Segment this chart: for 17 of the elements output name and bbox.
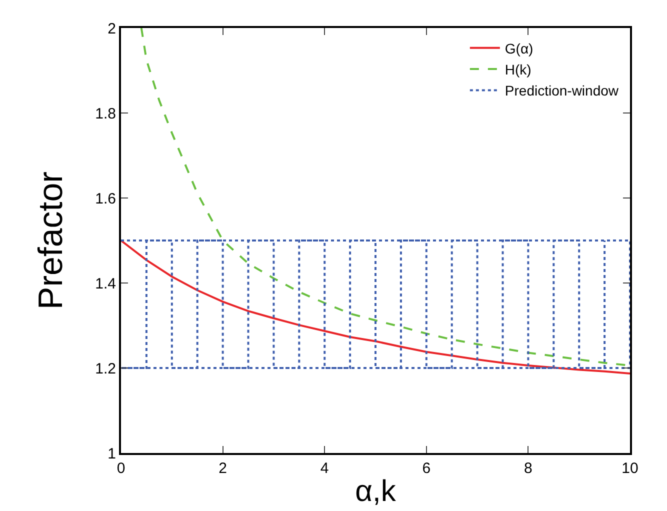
y-tick-label: 1.8	[95, 105, 116, 122]
x-tick-label: 6	[422, 460, 431, 477]
x-axis-title: α,k	[355, 475, 397, 508]
legend-label: Prediction-window	[504, 82, 620, 99]
x-tick-label: 8	[524, 460, 532, 477]
x-tick-label: 2	[218, 460, 227, 477]
y-tick-label: 1.6	[95, 190, 116, 208]
y-tick-label: 2	[108, 20, 116, 38]
x-tick-label: 10	[622, 460, 638, 477]
legend-label: H(k)	[504, 62, 532, 78]
y-tick-label: 1.4	[95, 275, 116, 292]
y-axis-title: Prefactor	[32, 172, 70, 310]
x-tick-label: 4	[320, 460, 329, 477]
legend-label: G(α)	[504, 40, 534, 56]
y-tick-label: 1.2	[95, 360, 116, 378]
y-tick-label: 1	[108, 445, 116, 462]
x-tick-label: 0	[116, 460, 126, 477]
